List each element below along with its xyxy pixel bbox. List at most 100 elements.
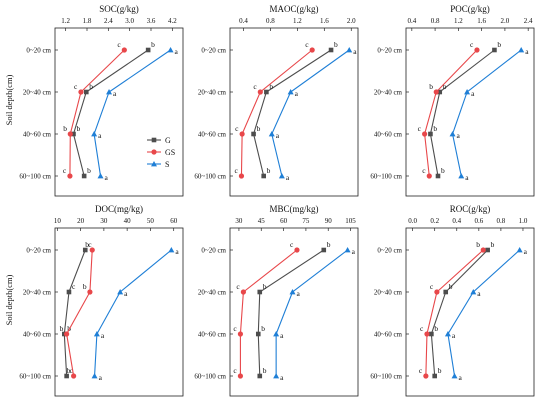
y-tick-label: 0~20 cm	[377, 247, 402, 255]
series-line-g	[72, 49, 149, 177]
panel-title: MBC(mg/kg)	[269, 204, 318, 214]
y-tick-label: 0~20 cm	[201, 47, 226, 55]
data-point-g	[443, 289, 449, 295]
x-tick-label: 30	[100, 217, 108, 225]
data-point-s	[91, 131, 98, 137]
panel-title: MAOC(g/kg)	[270, 4, 319, 14]
data-point-g	[82, 247, 88, 253]
data-point-gs	[239, 131, 245, 137]
significance-letter: b	[434, 324, 438, 333]
y-tick-label: 40~60 cm	[198, 331, 227, 339]
data-point-gs	[237, 331, 244, 337]
series-line-g	[257, 249, 325, 377]
data-point-gs	[89, 247, 95, 253]
x-tick-label: 3.0	[125, 17, 134, 25]
plot-frame	[229, 27, 359, 197]
significance-letter: b	[85, 240, 89, 249]
data-point-s	[346, 47, 353, 53]
significance-letter: a	[471, 89, 475, 98]
series-line-g	[253, 49, 332, 177]
series-line-gs	[240, 49, 313, 177]
y-tick-label: 0~20 cm	[377, 47, 402, 55]
x-tick-label: 45	[258, 217, 266, 225]
series-line-g	[63, 249, 86, 377]
data-point-g	[257, 373, 263, 379]
y-tick-label: 20~40 cm	[198, 289, 227, 297]
significance-letter: b	[63, 124, 67, 133]
significance-letter: c	[72, 282, 76, 291]
series-line-s	[447, 249, 521, 377]
panel-title: SOC(g/kg)	[99, 4, 139, 14]
significance-letter: c	[419, 366, 423, 375]
data-point-s	[518, 47, 525, 53]
y-tick-label: 40~60 cm	[23, 331, 52, 339]
data-point-gs	[237, 373, 244, 379]
y-tick-label: 20~40 cm	[23, 89, 52, 97]
significance-letter: b	[441, 166, 445, 175]
significance-letter: a	[280, 373, 284, 382]
x-tick-label: 0.0	[408, 217, 417, 225]
plot-frame	[54, 227, 184, 397]
y-tick-label: 20~40 cm	[23, 289, 52, 297]
series-line-gs	[424, 49, 478, 177]
significance-letter: c	[305, 40, 309, 49]
x-tick-label: 0.4	[239, 17, 248, 25]
significance-letter: c	[420, 324, 424, 333]
data-point-s	[117, 289, 124, 295]
significance-letter: b	[263, 366, 267, 375]
significance-letter: c	[233, 366, 237, 375]
data-point-gs	[257, 89, 263, 95]
legend-label: G	[165, 136, 171, 145]
significance-letter: b	[76, 124, 80, 133]
significance-letter: b	[261, 324, 265, 333]
significance-letter: b	[476, 240, 480, 249]
x-tick-label: 0.4	[407, 17, 416, 25]
significance-letter: b	[269, 82, 273, 91]
data-point-g	[432, 373, 437, 379]
y-tick-label: 60~100 cm	[370, 373, 402, 381]
significance-letter: a	[124, 289, 128, 298]
significance-letter: a	[175, 47, 179, 56]
significance-letter: b	[491, 240, 495, 249]
y-tick-label: 60~100 cm	[19, 173, 51, 181]
legend-marker	[151, 149, 157, 155]
data-point-g	[492, 47, 497, 53]
x-tick-label: 0.2	[430, 217, 439, 225]
y-tick-label: 0~20 cm	[26, 47, 51, 55]
x-tick-label: 50	[147, 217, 155, 225]
data-point-gs	[121, 47, 127, 53]
x-tick-label: 1.2	[293, 17, 302, 25]
data-point-s	[451, 373, 458, 379]
significance-letter: c	[253, 82, 257, 91]
y-tick-label: 40~60 cm	[23, 131, 52, 139]
plot-frame	[54, 27, 184, 197]
data-point-gs	[67, 173, 73, 179]
data-point-g	[71, 131, 76, 137]
data-point-gs	[434, 289, 440, 295]
data-point-g	[66, 289, 72, 295]
series-line-gs	[239, 249, 298, 376]
data-point-gs	[426, 173, 432, 179]
data-point-gs	[422, 131, 428, 137]
series-line-gs	[425, 249, 484, 377]
significance-letter: a	[99, 373, 103, 382]
data-point-s	[344, 247, 351, 253]
significance-letter: a	[459, 373, 463, 382]
x-tick-label: 60	[170, 217, 178, 225]
data-point-gs	[87, 289, 93, 295]
x-tick-label: 1.6	[477, 17, 486, 25]
x-tick-label: 20	[77, 217, 85, 225]
data-point-g	[428, 131, 433, 137]
y-tick-label: 60~100 cm	[194, 173, 226, 181]
data-point-gs	[240, 289, 246, 295]
data-point-gs	[64, 331, 70, 337]
significance-letter: b	[327, 240, 331, 249]
data-point-s	[97, 173, 104, 179]
y-axis-title: Soil depth(cm)	[4, 74, 14, 125]
significance-letter: a	[286, 173, 290, 182]
data-point-s	[449, 131, 456, 137]
x-tick-label: 1.8	[83, 17, 92, 25]
x-tick-label: 10	[54, 217, 62, 225]
data-point-gs	[474, 47, 480, 53]
significance-letter: a	[98, 131, 102, 140]
